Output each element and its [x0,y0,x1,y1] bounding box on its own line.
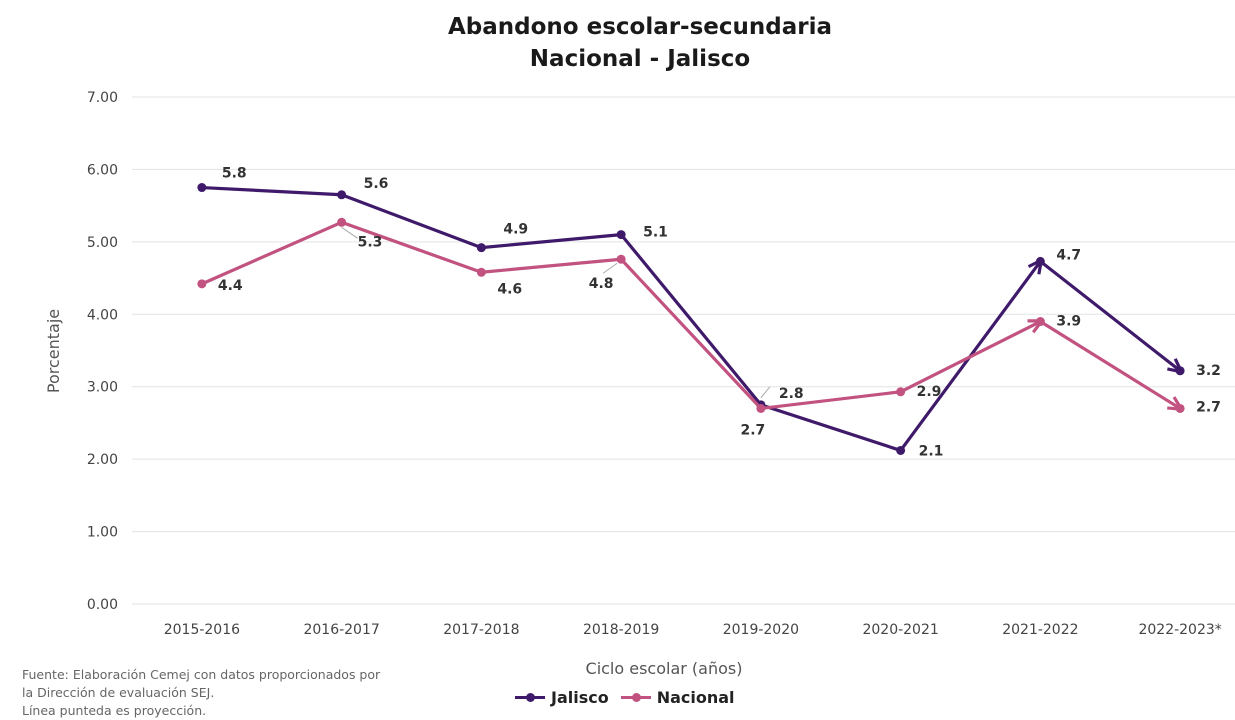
x-tick-label: 2019-2020 [723,622,799,638]
series-line-jalisco [200,185,903,453]
legend-label-nacional: Nacional [656,688,735,707]
label-leader-line [760,386,771,399]
y-axis-title: Porcentaje [44,309,63,393]
data-point-jalisco [616,230,626,240]
data-label-nacional: 4.6 [497,281,522,297]
y-tick-label: 4.00 [87,307,118,323]
x-tick-label: 2018-2019 [583,622,659,638]
y-tick-label: 2.00 [87,452,118,468]
data-label-nacional: 2.7 [740,422,765,438]
data-point-nacional [337,217,347,227]
y-tick-label: 0.00 [87,597,118,613]
data-label-jalisco: 2.1 [919,443,944,459]
data-point-nacional [1035,317,1045,327]
data-label-nacional: 2.9 [917,384,942,400]
x-tick-label: 2017-2018 [443,622,519,638]
data-label-jalisco: 3.2 [1196,363,1221,379]
x-tick-label: 2021-2022 [1002,622,1078,638]
y-tick-label: 7.00 [87,90,118,106]
data-point-nacional [896,387,906,397]
source-note-line-2: la Dirección de evaluación SEJ. [22,685,215,700]
data-label-jalisco: 2.8 [779,386,804,402]
series-arrow-segment-jalisco [1038,259,1180,370]
chart-subtitle: Nacional - Jalisco [529,46,751,72]
data-label-jalisco: 5.6 [364,176,389,192]
y-tick-label: 1.00 [87,525,118,541]
data-label-nacional: 4.4 [218,278,243,294]
x-tick-label: 2022-2023* [1138,622,1221,638]
data-point-jalisco [1175,366,1185,376]
chart-title: Abandono escolar-secundaria [447,14,833,40]
x-tick-label: 2015-2016 [164,622,240,638]
label-leader-line [341,226,358,239]
source-note-line-3: Línea punteda es proyección. [22,703,207,718]
data-point-nacional [616,254,626,264]
data-point-jalisco [1035,256,1045,266]
legend: Jalisco Nacional [515,688,735,707]
legend-item-nacional: Nacional [620,688,735,707]
source-note-line-1: Fuente: Elaboración Cemej con datos prop… [22,667,381,682]
x-tick-label: 2016-2017 [303,622,379,638]
data-point-jalisco [337,190,347,200]
data-point-jalisco [197,183,207,193]
data-label-nacional: 4.8 [589,276,614,292]
legend-swatch-jalisco [515,692,545,702]
y-tick-label: 5.00 [87,235,118,251]
x-tick-label: 2020-2021 [862,622,938,638]
data-point-nacional [756,403,766,413]
data-label-jalisco: 5.1 [643,225,668,241]
data-label-jalisco: 4.9 [503,222,528,238]
data-label-nacional: 3.9 [1056,314,1081,330]
legend-item-jalisco: Jalisco [515,688,609,707]
legend-label-jalisco: Jalisco [551,688,609,707]
data-point-nacional [1175,403,1185,413]
series-arrow-segment-nacional [899,322,1041,394]
data-point-jalisco [476,243,486,253]
data-label-nacional: 2.7 [1196,399,1221,415]
data-point-nacional [197,279,207,289]
data-label-jalisco: 4.7 [1056,247,1081,263]
data-point-jalisco [896,445,906,455]
x-axis-title: Ciclo escolar (años) [586,659,743,678]
legend-swatch-nacional [620,692,651,702]
label-leader-line [602,262,618,274]
series-line-nacional [200,220,903,411]
data-label-nacional: 5.3 [358,234,383,250]
data-label-jalisco: 5.8 [222,166,247,182]
y-tick-label: 6.00 [87,162,118,178]
series-arrow-segment-nacional [1038,319,1180,409]
y-tick-label: 3.00 [87,380,118,396]
data-point-nacional [476,267,486,277]
